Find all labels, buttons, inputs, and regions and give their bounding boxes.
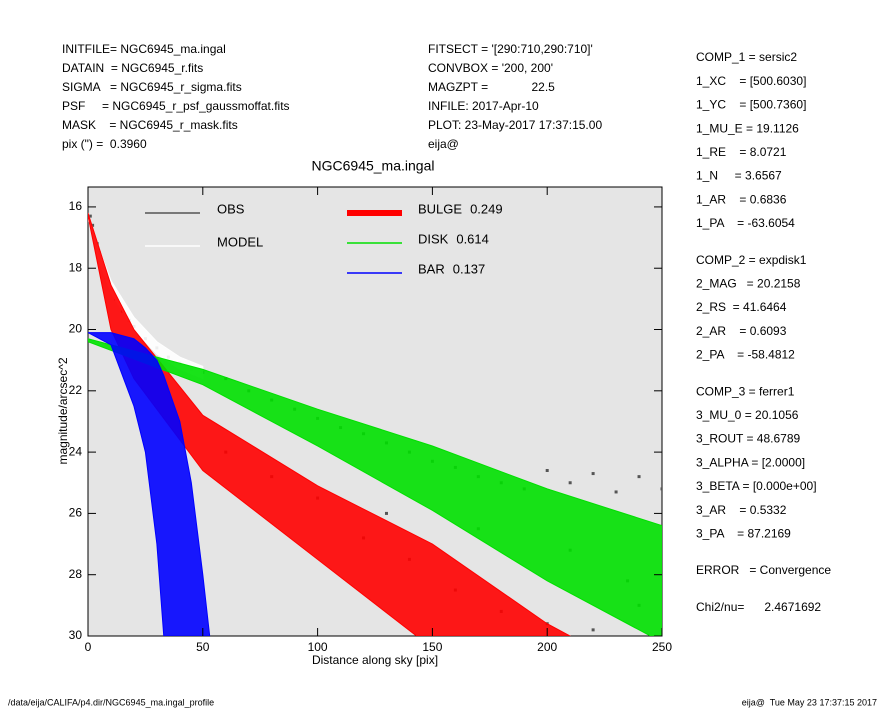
obs-point <box>591 472 595 476</box>
y-tick-label: 28 <box>69 567 83 581</box>
header-line: MASK = NGC6945_r_mask.fits <box>62 118 238 132</box>
legend-value: 0.249 <box>470 201 503 216</box>
param-line: COMP_2 = expdisk1 <box>696 253 807 267</box>
param-line: 2_PA = -58.4812 <box>696 348 795 362</box>
plot-layer <box>88 212 662 636</box>
y-tick-label: 18 <box>69 260 83 274</box>
param-line: 1_MU_E = 19.1126 <box>696 121 799 135</box>
legend-label: OBS <box>217 201 245 216</box>
y-tick-label: 24 <box>69 444 83 458</box>
header-line: FITSECT = '[290:710,290:710]' <box>428 42 593 56</box>
param-line: 1_AR = 0.6836 <box>696 192 787 206</box>
x-tick-label: 150 <box>422 640 442 654</box>
obs-point <box>384 511 388 515</box>
header-line: eija@ <box>428 137 459 151</box>
param-line: 3_ALPHA = [2.0000] <box>696 455 805 469</box>
footer-right: eija@ Tue May 23 17:37:15 2017 <box>742 697 877 707</box>
param-line: COMP_1 = sersic2 <box>696 50 797 64</box>
x-axis-label: Distance along sky [pix] <box>312 653 438 667</box>
x-tick-label: 50 <box>196 640 210 654</box>
param-line: 1_N = 3.6567 <box>696 169 782 183</box>
obs-point <box>568 481 572 485</box>
y-tick-label: 20 <box>69 322 83 336</box>
obs-point <box>614 490 618 494</box>
param-line: 3_BETA = [0.000e+00] <box>696 479 817 493</box>
param-line: COMP_3 = ferrer1 <box>696 384 795 398</box>
param-line: 1_XC = [500.6030] <box>696 74 806 88</box>
obs-point <box>637 475 641 479</box>
header-line: INITFILE= NGC6945_ma.ingal <box>62 42 226 56</box>
x-tick-label: 100 <box>308 640 328 654</box>
footer-left: /data/eija/CALIFA/p4.dir/NGC6945_ma.inga… <box>8 697 214 707</box>
param-line: 1_YC = [500.7360] <box>696 98 806 112</box>
y-tick-label: 30 <box>69 628 83 642</box>
legend-label: BULGE <box>418 201 462 216</box>
chart-title: NGC6945_ma.ingal <box>312 158 435 174</box>
param-line: 3_PA = 87.2169 <box>696 526 791 540</box>
header-line: INFILE: 2017-Apr-10 <box>428 99 539 113</box>
x-tick-label: 200 <box>537 640 557 654</box>
header-line: DATAIN = NGC6945_r.fits <box>62 61 203 75</box>
header-line: PLOT: 23-May-2017 17:37:15.00 <box>428 118 602 132</box>
param-line: 2_RS = 41.6464 <box>696 300 787 314</box>
header-line: SIGMA = NGC6945_r_sigma.fits <box>62 80 242 94</box>
obs-point <box>545 468 549 472</box>
param-line: 2_MAG = 20.2158 <box>696 276 801 290</box>
y-tick-label: 16 <box>69 199 83 213</box>
legend-label: BAR <box>418 261 445 276</box>
obs-point <box>91 223 95 227</box>
header-line: PSF = NGC6945_r_psf_gaussmoffat.fits <box>62 99 290 113</box>
y-axis-label: magnitude/arcsec^2 <box>56 357 70 464</box>
obs-point <box>660 487 662 491</box>
legend-label: DISK <box>418 231 449 246</box>
header-line: pix (") = 0.3960 <box>62 137 147 151</box>
param-line: 2_AR = 0.6093 <box>696 324 787 338</box>
param-line: 1_RE = 8.0721 <box>696 145 787 159</box>
component-band <box>88 338 662 636</box>
y-tick-label: 26 <box>69 506 83 520</box>
param-line: Chi2/nu= 2.4671692 <box>696 600 821 614</box>
x-tick-label: 250 <box>652 640 672 654</box>
param-line: 1_PA = -63.6054 <box>696 216 795 230</box>
legend-value: 0.614 <box>456 231 489 246</box>
obs-point <box>591 628 595 632</box>
y-tick-label: 22 <box>69 383 83 397</box>
header-line: MAGZPT = 22.5 <box>428 80 555 94</box>
param-line: 3_MU_0 = 20.1056 <box>696 408 799 422</box>
header-line: CONVBOX = '200, 200' <box>428 61 553 75</box>
component-band <box>88 332 211 636</box>
obs-point <box>88 214 92 218</box>
param-line: 3_AR = 0.5332 <box>696 503 787 517</box>
x-tick-label: 0 <box>85 640 92 654</box>
param-line: ERROR = Convergence <box>696 563 831 577</box>
param-line: 3_ROUT = 48.6789 <box>696 432 801 446</box>
legend-label: MODEL <box>217 234 263 249</box>
legend-value: 0.137 <box>453 261 486 276</box>
